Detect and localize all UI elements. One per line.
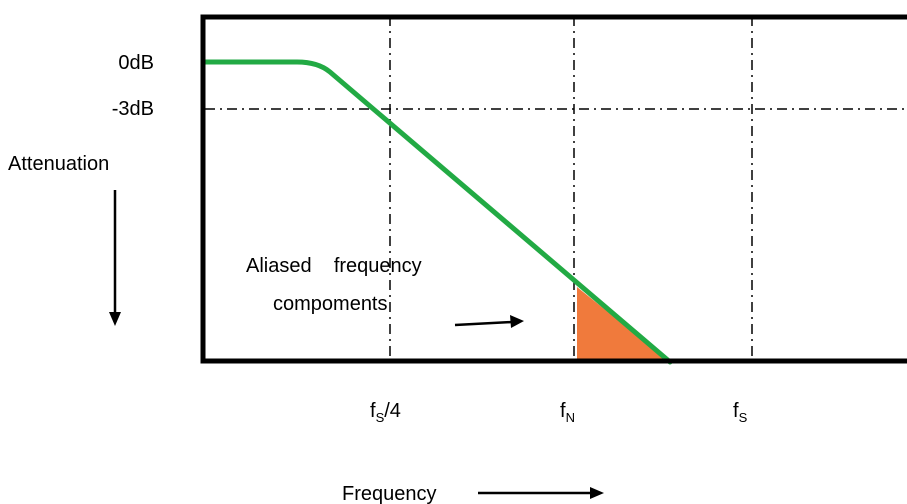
label-frequency: Frequency [342, 483, 437, 504]
attenuation-arrow [109, 190, 121, 326]
grid [205, 16, 907, 362]
filter-response-curve [202, 59, 673, 365]
label-aliased-line2: compoments [273, 293, 388, 315]
label-minus3db: -3dB [112, 98, 154, 120]
label-fs: fS [733, 400, 748, 425]
label-0db: 0dB [118, 52, 154, 74]
label-attenuation: Attenuation [8, 153, 109, 175]
label-fn: fN [560, 400, 575, 425]
frequency-arrow [478, 487, 604, 499]
plot-frame [200, 14, 907, 364]
label-aliased-line1: Aliased frequency [246, 255, 422, 277]
aliased-arrow [454, 315, 524, 328]
label-fs-quarter: fS/4 [370, 400, 401, 425]
